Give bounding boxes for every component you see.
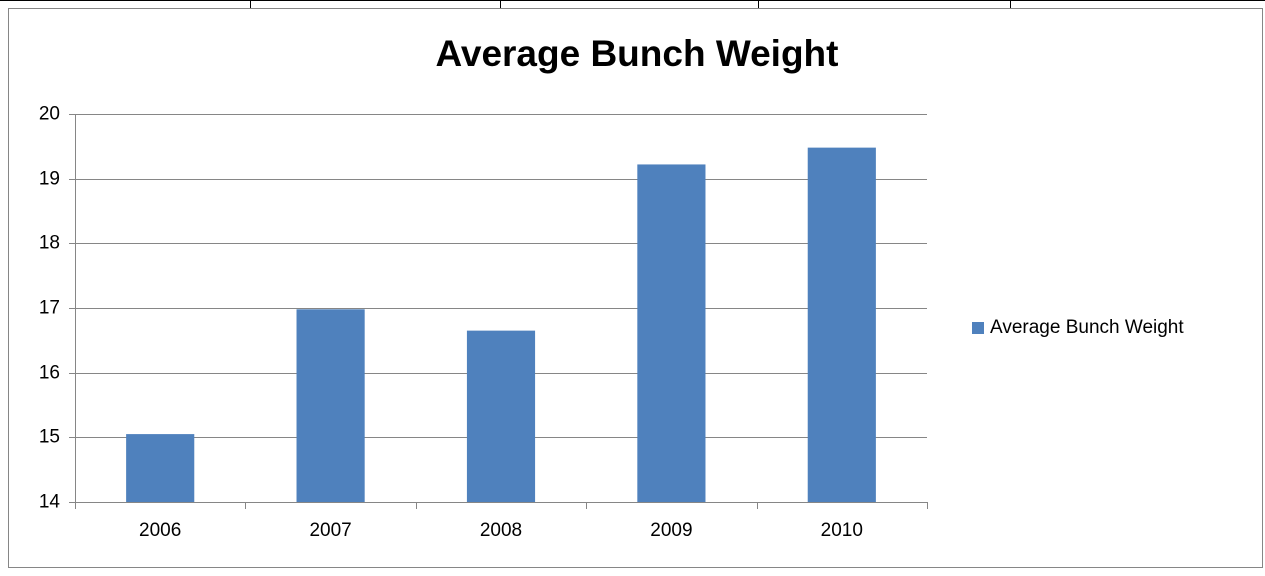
x-tick-label: 2007 (309, 520, 351, 541)
legend-label: Average Bunch Weight (990, 317, 1184, 338)
x-tick-label: 2009 (650, 520, 692, 541)
y-tick-label: 14 (39, 492, 61, 513)
x-tick-label: 2006 (139, 520, 181, 541)
sheet-gridlines (0, 0, 1265, 8)
y-tick-label: 19 (39, 169, 60, 190)
x-tick-label: 2008 (480, 520, 522, 541)
bar (296, 309, 365, 502)
chart-border (8, 8, 1263, 568)
bar (807, 147, 876, 503)
y-tick-label: 16 (39, 363, 60, 384)
bar (637, 164, 706, 502)
bar (126, 434, 195, 502)
bar (466, 330, 536, 502)
y-tick-label: 18 (39, 233, 60, 254)
x-tick-label: 2010 (821, 520, 863, 541)
y-tick-label: 15 (39, 427, 60, 448)
y-tick-label: 20 (39, 104, 60, 125)
chart-title: Average Bunch Weight (436, 33, 839, 74)
y-tick-label: 17 (39, 298, 60, 319)
legend-swatch (972, 322, 984, 334)
